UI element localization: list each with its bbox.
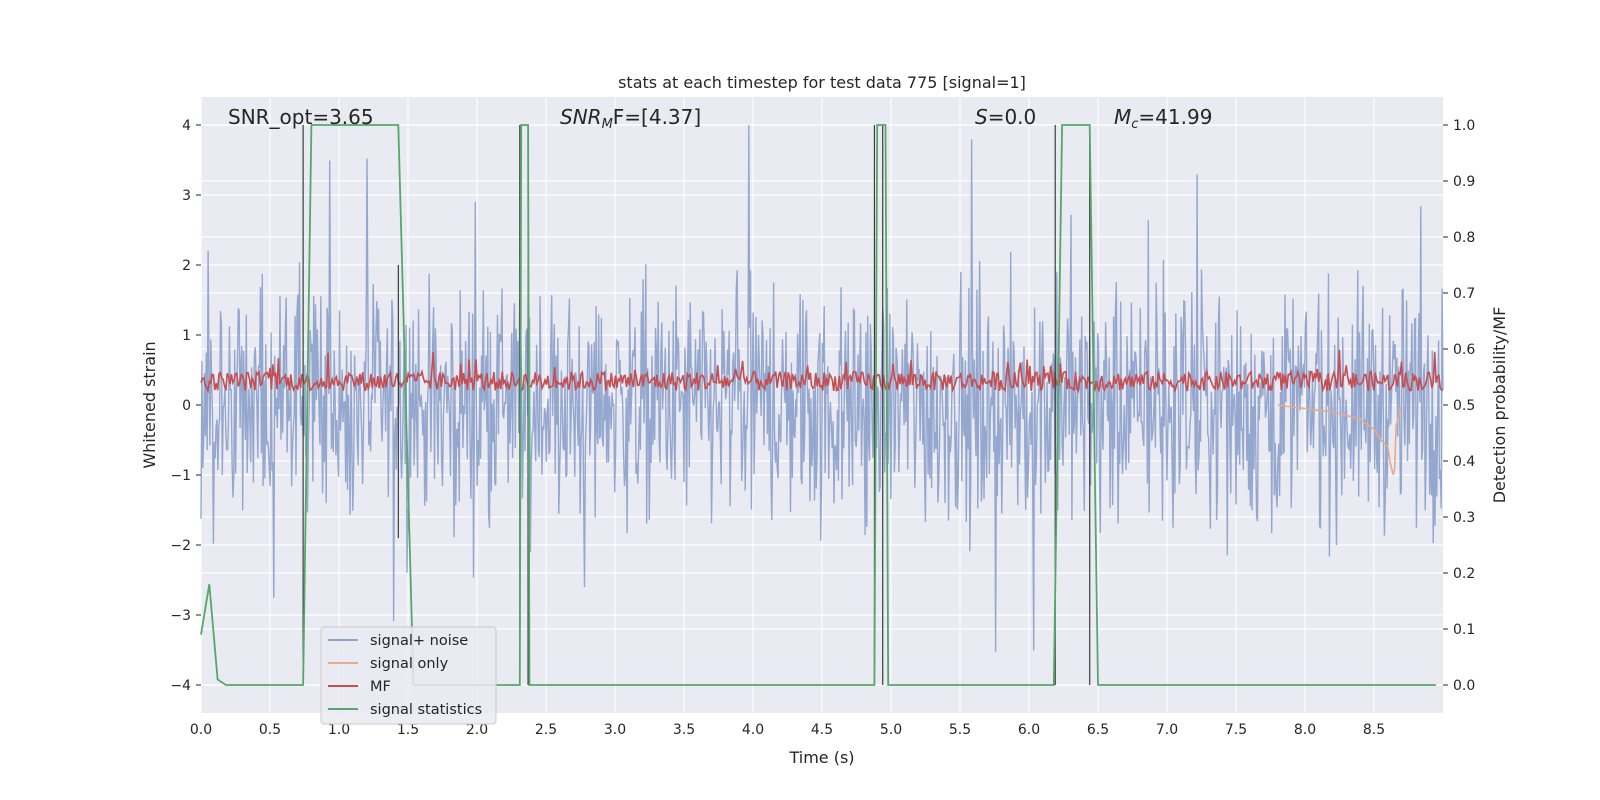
x-tick-label: 2.5	[535, 722, 557, 738]
x-tick-label: 4.5	[811, 722, 833, 738]
mc-tail: =41.99	[1138, 105, 1212, 129]
y2-axis-label: Detection probability/MF	[1490, 307, 1509, 504]
x-tick-label: 1.5	[397, 722, 419, 738]
y-tick-labels: 4 3 2 1 0 −1 −2 −3 −4	[170, 118, 201, 694]
x-tick-label: 6.5	[1087, 722, 1109, 738]
x-tick-label: 5.5	[949, 722, 971, 738]
legend-box	[320, 626, 497, 725]
y-tick-label: −2	[170, 538, 191, 554]
y2-tick-label: 0.4	[1453, 454, 1475, 470]
y2-tick-label: 0.3	[1453, 510, 1475, 526]
y-tick-label: 0	[182, 398, 191, 414]
y-tick-label: 3	[182, 188, 191, 204]
y-tick-label: 2	[182, 258, 191, 274]
y2-tick-label: 0.5	[1453, 398, 1475, 414]
legend: signal+ noise signal only MF signal stat…	[320, 626, 497, 725]
y2-tick-label: 0.8	[1453, 230, 1475, 246]
legend-label-mf: MF	[370, 679, 391, 695]
mc-annotation: Mc=41.99	[1114, 105, 1212, 132]
signal-statistics-line	[200, 124, 1437, 686]
x-tick-label: 2.0	[466, 722, 488, 738]
legend-label-signal-noise: signal+ noise	[370, 633, 468, 649]
y2-tick-label: 1.0	[1453, 118, 1475, 134]
y2-tick-label: 0.1	[1453, 622, 1475, 638]
s-base: S	[975, 105, 988, 129]
signal-only-line	[1277, 404, 1403, 476]
x-axis-label: Time (s)	[788, 748, 854, 767]
y2-tick-label: 0.7	[1453, 286, 1475, 302]
y2-tick-label: 0.2	[1453, 566, 1475, 582]
s-tail: =0.0	[988, 105, 1037, 129]
y-tick-label: 4	[182, 118, 191, 134]
mc-base: M	[1114, 105, 1131, 129]
y-tick-label: −4	[170, 678, 191, 694]
y-tick-label: −1	[170, 468, 191, 484]
x-tick-label: 3.0	[604, 722, 626, 738]
snr-mf-annotation: SNRMF=[4.37]	[560, 105, 701, 132]
y2-tick-label: 0.0	[1453, 678, 1475, 694]
x-tick-label: 7.5	[1225, 722, 1247, 738]
legend-label-signal-only: signal only	[370, 656, 449, 672]
chart-title: stats at each timestep for test data 775…	[618, 73, 1026, 92]
x-tick-label: 7.0	[1156, 722, 1178, 738]
x-tick-label: 8.5	[1363, 722, 1385, 738]
x-tick-labels: 0.0 0.5 1.0 1.5 2.0 2.5 3.0 3.5 4.0 4.5 5.0 5.5 6.0 6…	[190, 722, 1385, 738]
x-tick-label: 6.0	[1018, 722, 1040, 738]
y-tick-label: −3	[170, 608, 191, 624]
y2-tick-label: 0.6	[1453, 342, 1475, 358]
y-tick-label: 1	[182, 328, 191, 344]
y2-tick-labels: 1.0 0.9 0.8 0.7 0.6 0.5 0.4 0.3 0.2 0.1 0.0	[1443, 118, 1475, 694]
signal-only-series	[1277, 404, 1403, 476]
snr-mf-tail: F=[4.37]	[613, 105, 701, 129]
signal-statistics-series	[200, 124, 1437, 686]
snr-mf-sub: M	[602, 117, 613, 132]
mf-series	[200, 349, 1444, 394]
y2-tick-label: 0.9	[1453, 174, 1475, 190]
x-tick-label: 4.0	[742, 722, 764, 738]
s-annotation: S=0.0	[975, 105, 1036, 129]
mf-line	[200, 349, 1444, 394]
y-axis-label: Whitened strain	[140, 341, 159, 468]
mc-sub: c	[1131, 117, 1138, 132]
x-tick-label: 0.0	[190, 722, 212, 738]
snr-opt-annotation: SNR_opt=3.65	[228, 105, 374, 129]
x-tick-label: 1.0	[328, 722, 350, 738]
snr-mf-base: SNR	[560, 105, 602, 129]
legend-label-signal-statistics: signal statistics	[370, 702, 482, 718]
x-tick-label: 5.0	[880, 722, 902, 738]
x-tick-label: 0.5	[259, 722, 281, 738]
x-tick-label: 8.0	[1294, 722, 1316, 738]
x-tick-label: 3.5	[673, 722, 695, 738]
